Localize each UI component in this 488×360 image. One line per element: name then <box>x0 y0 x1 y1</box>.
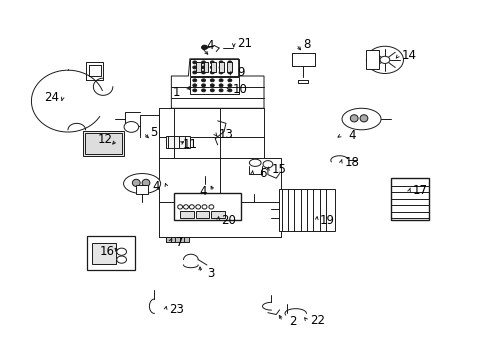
Bar <box>136 185 148 194</box>
Ellipse shape <box>192 84 196 87</box>
Ellipse shape <box>192 66 196 69</box>
Ellipse shape <box>192 79 196 82</box>
Ellipse shape <box>183 205 188 209</box>
Bar <box>195 211 209 218</box>
Bar <box>366 50 378 69</box>
Bar <box>189 77 238 94</box>
Text: 16: 16 <box>99 245 114 258</box>
Ellipse shape <box>379 56 389 63</box>
Text: 9: 9 <box>236 66 244 79</box>
Ellipse shape <box>201 84 205 87</box>
Bar <box>211 211 224 218</box>
Ellipse shape <box>227 79 231 82</box>
Ellipse shape <box>227 84 231 87</box>
Text: 21: 21 <box>237 37 251 50</box>
Ellipse shape <box>341 108 380 130</box>
Ellipse shape <box>227 89 231 92</box>
Bar <box>211 62 216 72</box>
Ellipse shape <box>201 61 205 64</box>
Text: 6: 6 <box>259 167 266 180</box>
Ellipse shape <box>359 115 367 122</box>
Bar <box>173 193 241 220</box>
Text: 23: 23 <box>168 303 183 316</box>
Ellipse shape <box>201 71 205 74</box>
Ellipse shape <box>123 174 160 194</box>
Ellipse shape <box>201 45 207 49</box>
Text: 4: 4 <box>152 180 159 193</box>
Bar <box>195 62 200 72</box>
Text: 19: 19 <box>319 214 334 227</box>
Bar <box>82 131 124 156</box>
Ellipse shape <box>132 179 140 186</box>
Text: 14: 14 <box>401 49 416 62</box>
Bar <box>92 243 116 264</box>
Ellipse shape <box>189 205 194 209</box>
Text: 4: 4 <box>206 39 214 52</box>
Ellipse shape <box>192 71 196 74</box>
Text: 17: 17 <box>412 184 427 197</box>
Ellipse shape <box>192 89 196 92</box>
Text: 2: 2 <box>289 315 296 328</box>
Text: 5: 5 <box>150 126 158 139</box>
Text: 7: 7 <box>176 236 183 249</box>
Ellipse shape <box>263 161 272 168</box>
Text: 18: 18 <box>344 156 359 168</box>
Bar <box>278 189 334 231</box>
Ellipse shape <box>219 61 223 64</box>
Ellipse shape <box>208 205 213 209</box>
Ellipse shape <box>227 71 231 74</box>
Ellipse shape <box>219 66 223 69</box>
Ellipse shape <box>227 66 231 69</box>
Text: 20: 20 <box>221 214 236 227</box>
Ellipse shape <box>142 179 150 186</box>
Ellipse shape <box>177 205 182 209</box>
Text: 12: 12 <box>98 133 113 146</box>
Ellipse shape <box>210 89 214 92</box>
Ellipse shape <box>117 248 126 255</box>
Ellipse shape <box>219 89 223 92</box>
Bar <box>203 62 208 72</box>
Bar <box>390 178 428 220</box>
Ellipse shape <box>201 89 205 92</box>
Text: 3: 3 <box>207 267 215 280</box>
Ellipse shape <box>210 84 214 87</box>
Ellipse shape <box>366 46 403 73</box>
Text: 4: 4 <box>199 185 206 198</box>
Text: 13: 13 <box>218 127 233 141</box>
Text: 24: 24 <box>44 91 59 104</box>
Text: 22: 22 <box>309 314 325 327</box>
Ellipse shape <box>210 71 214 74</box>
Bar <box>85 133 122 154</box>
Bar <box>226 62 231 72</box>
Text: 10: 10 <box>233 83 247 96</box>
Text: 8: 8 <box>303 38 310 51</box>
Ellipse shape <box>349 115 357 122</box>
Ellipse shape <box>201 66 205 69</box>
Ellipse shape <box>219 84 223 87</box>
Bar <box>189 59 238 76</box>
Text: 1: 1 <box>172 86 180 99</box>
Text: 4: 4 <box>347 129 355 142</box>
Bar <box>166 136 189 148</box>
Ellipse shape <box>227 61 231 64</box>
Ellipse shape <box>201 79 205 82</box>
Ellipse shape <box>219 79 223 82</box>
Ellipse shape <box>210 66 214 69</box>
Text: 11: 11 <box>182 138 197 150</box>
Bar <box>165 237 188 242</box>
Ellipse shape <box>210 61 214 64</box>
Ellipse shape <box>202 205 206 209</box>
Ellipse shape <box>219 71 223 74</box>
Ellipse shape <box>124 122 139 132</box>
Bar <box>180 211 193 218</box>
Ellipse shape <box>249 159 261 166</box>
Bar <box>219 62 224 72</box>
Ellipse shape <box>210 79 214 82</box>
Text: 15: 15 <box>271 163 285 176</box>
Ellipse shape <box>195 205 200 209</box>
Ellipse shape <box>117 256 126 263</box>
Bar <box>87 236 135 270</box>
Ellipse shape <box>192 61 196 64</box>
